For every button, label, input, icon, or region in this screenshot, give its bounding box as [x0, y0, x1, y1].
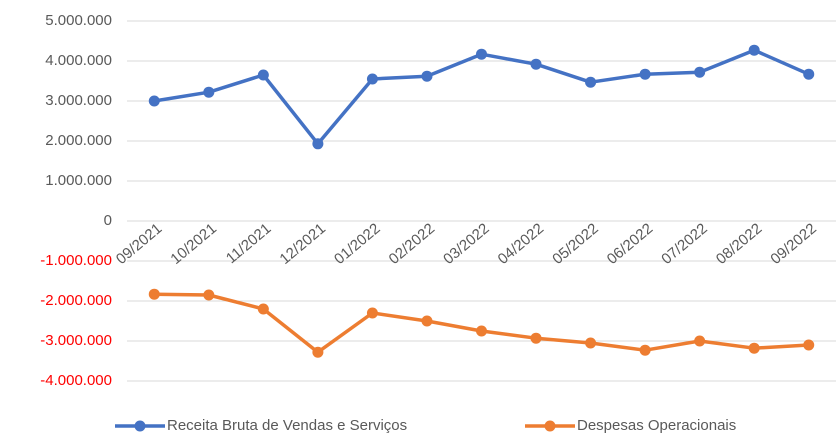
data-point: [203, 86, 215, 98]
data-point: [803, 68, 815, 80]
data-point: [476, 48, 487, 60]
data-point: [148, 288, 160, 300]
y-tick-label: -1.000.000: [40, 252, 112, 269]
data-point: [148, 95, 160, 107]
data-point: [421, 315, 433, 327]
data-point: [694, 66, 706, 78]
data-point: [421, 70, 433, 82]
data-point: [585, 76, 597, 88]
data-point: [530, 58, 542, 70]
series-line: [153, 48, 810, 146]
data-point: [639, 344, 651, 356]
data-point: [748, 342, 760, 354]
data-point: [748, 44, 760, 56]
data-point: [312, 138, 324, 150]
y-tick-label: 0: [104, 212, 112, 229]
y-tick-label: 2.000.000: [45, 132, 112, 149]
data-point: [803, 339, 815, 351]
legend-label: Despesas Operacionais: [577, 417, 736, 434]
data-point: [530, 332, 542, 344]
data-point: [476, 325, 487, 337]
y-tick-label: 1.000.000: [45, 172, 112, 189]
x-tick-label: 11/2021: [223, 220, 275, 267]
data-point: [585, 337, 597, 349]
y-tick-label: 5.000.000: [45, 12, 112, 29]
data-point: [366, 73, 378, 85]
data-point: [203, 289, 215, 301]
legend-label: Receita Bruta de Vendas e Serviços: [167, 417, 407, 434]
y-tick-label: 3.000.000: [45, 92, 112, 109]
data-point: [639, 68, 651, 80]
legend-marker: [544, 420, 556, 432]
data-point: [312, 346, 324, 358]
y-tick-label: 4.000.000: [45, 52, 112, 69]
series-line: [154, 292, 809, 354]
data-point: [694, 335, 706, 347]
data-point: [257, 303, 269, 315]
y-tick-label: -2.000.000: [40, 292, 112, 309]
data-point: [257, 69, 269, 81]
legend-marker: [134, 420, 146, 432]
data-point: [366, 307, 378, 319]
y-tick-label: -3.000.000: [40, 332, 112, 349]
y-tick-label: -4.000.000: [40, 372, 112, 389]
